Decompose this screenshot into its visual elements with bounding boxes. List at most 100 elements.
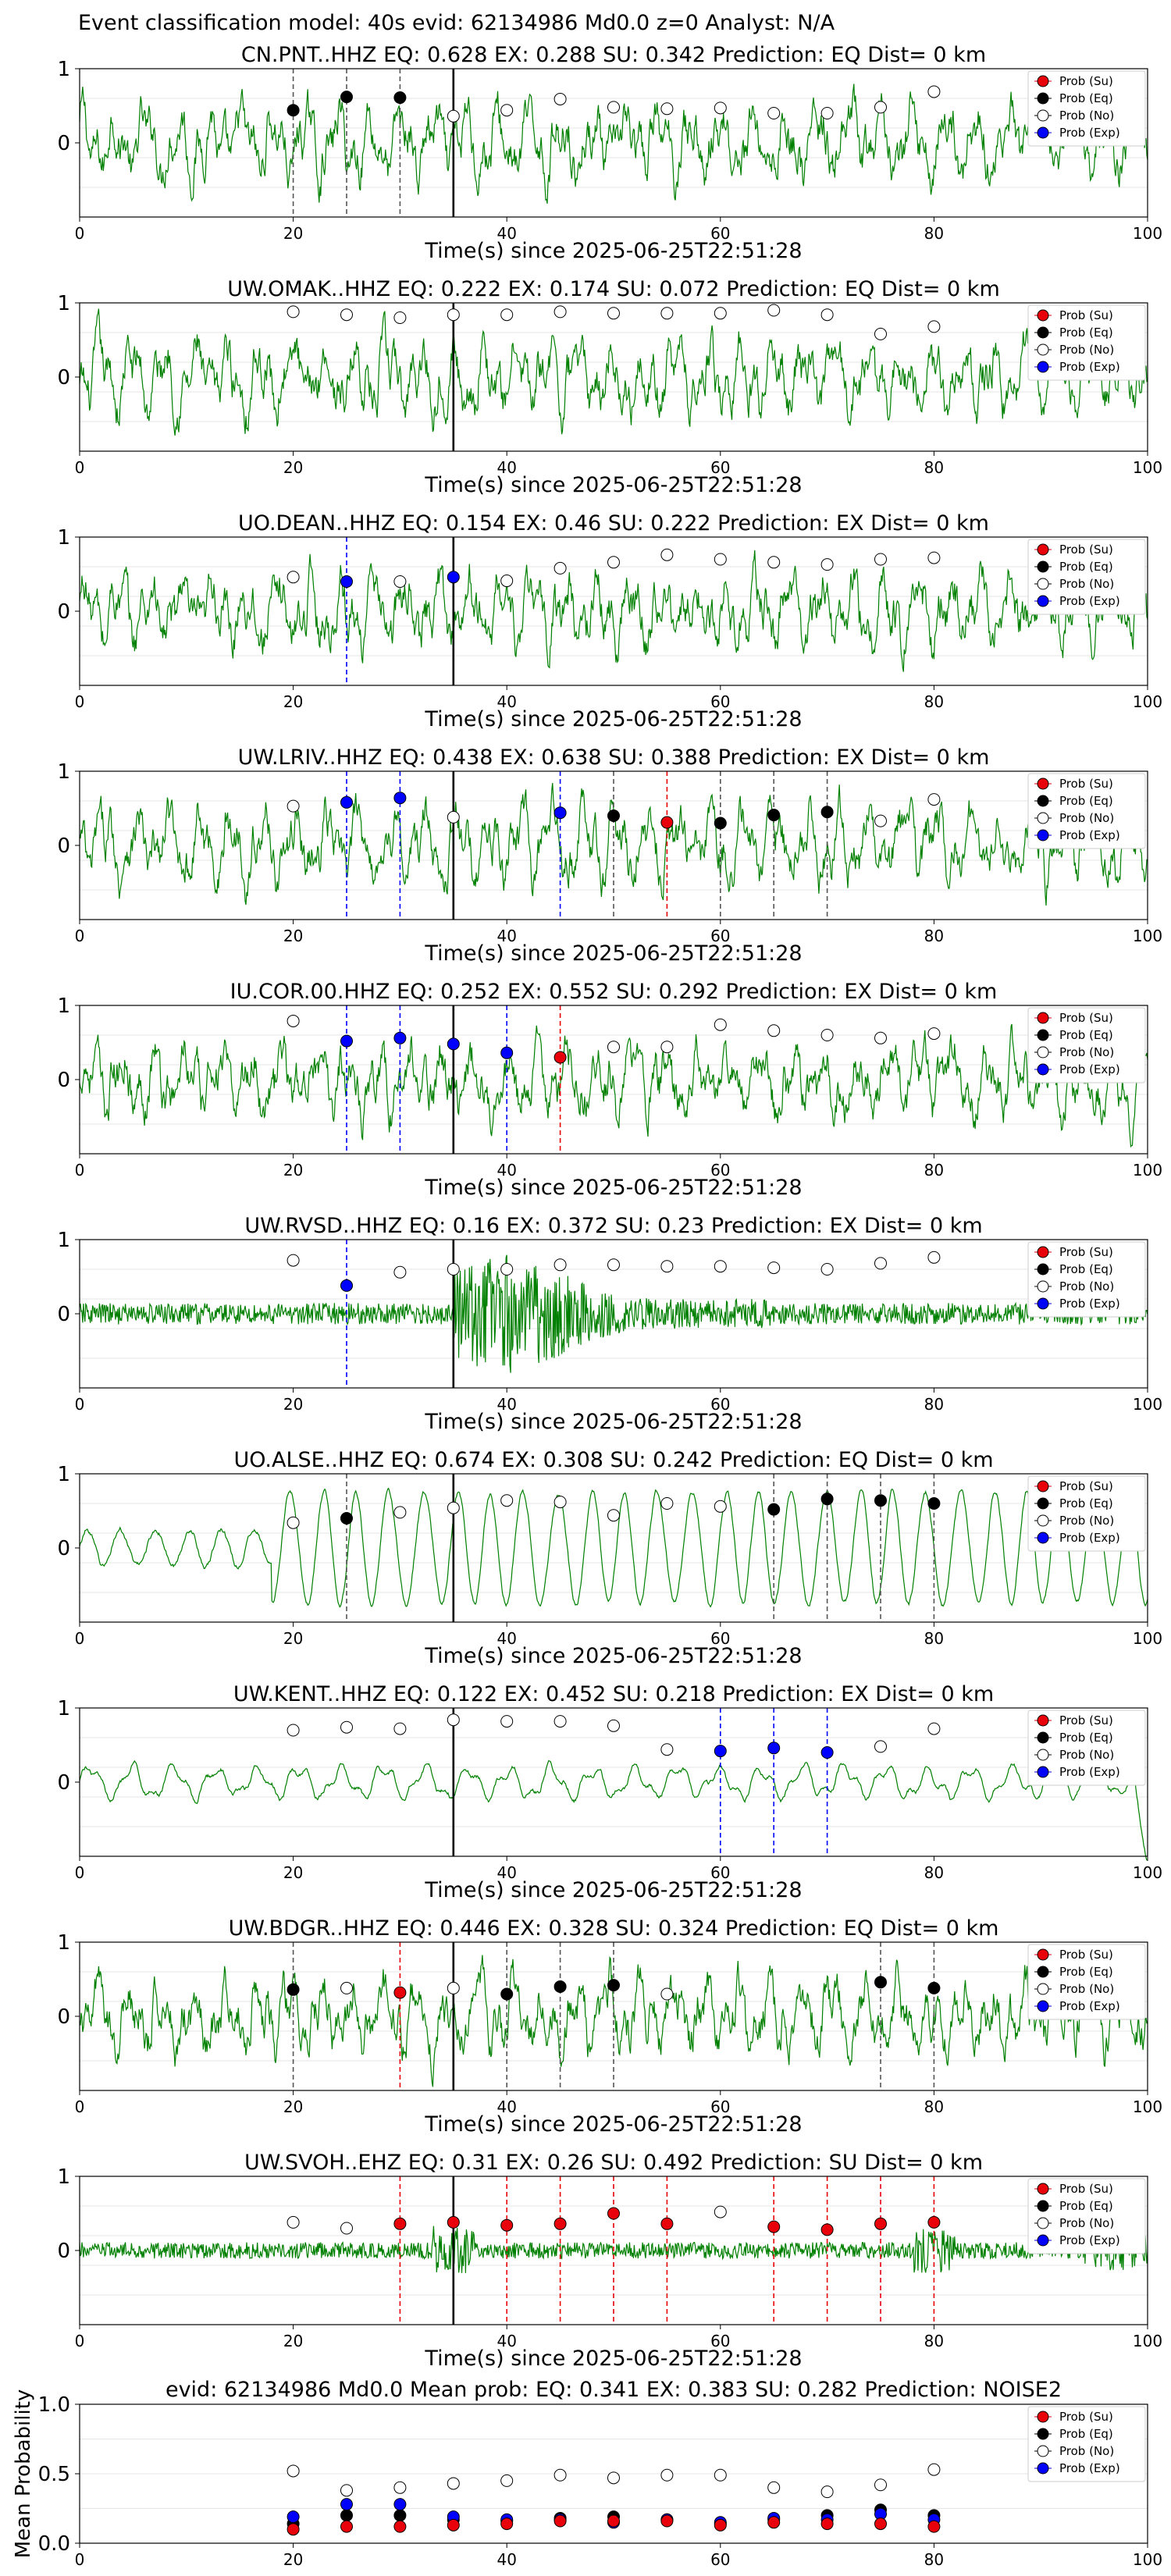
legend-label: Prob (No) [1059, 109, 1114, 123]
prob-point-no [447, 1981, 460, 1994]
legend-marker [1037, 777, 1049, 790]
prob-point-no [874, 327, 887, 340]
legend: Prob (Su) Prob (Eq) Prob (No) Prob (Exp) [1027, 773, 1146, 849]
legend-label: Prob (Su) [1059, 308, 1113, 322]
mean-point-no [553, 2468, 567, 2482]
y-tick-label: 1.0 [38, 2393, 70, 2417]
mean-point-su [820, 2517, 834, 2531]
legend-box [1027, 2178, 1146, 2254]
legend-box [1027, 773, 1146, 849]
x-tick-label: 60 [710, 458, 730, 477]
prob-point-no [287, 1254, 300, 1267]
prob-point-su [607, 2207, 620, 2220]
prob-point-no [500, 308, 514, 322]
x-tick-label: 40 [497, 1161, 516, 1179]
legend-box [1027, 1007, 1146, 1083]
prob-point-exp [553, 806, 567, 820]
x-tick-label: 40 [497, 2332, 516, 2350]
legend-label: Prob (Eq) [1059, 91, 1113, 105]
prob-point-no [553, 92, 567, 105]
x-tick-label: 60 [710, 2332, 730, 2350]
prob-point-no [393, 1506, 407, 1519]
prob-point-no [767, 107, 781, 119]
x-tick-label: 80 [924, 1629, 944, 1648]
prob-point-eq [287, 1983, 300, 1996]
prob-point-no [660, 1497, 674, 1510]
prob-point-no [553, 305, 567, 318]
x-tick-label: 40 [497, 458, 516, 477]
station-panel-8: UW.BDGR..HHZ EQ: 0.446 EX: 0.328 SU: 0.3… [57, 1916, 1162, 2137]
legend-label: Prob (Su) [1059, 1713, 1113, 1727]
mean-point-su [767, 2516, 781, 2529]
x-tick-label: 0 [75, 2550, 85, 2569]
mean-point-su [714, 2518, 727, 2532]
x-tick-label: 20 [283, 458, 303, 477]
mean-point-no [500, 2474, 514, 2487]
legend-marker [1037, 1497, 1049, 1510]
y-tick-label: 1 [57, 994, 70, 1018]
prob-point-no [874, 101, 887, 114]
panel-title: UW.KENT..HHZ EQ: 0.122 EX: 0.452 SU: 0.2… [233, 1682, 994, 1706]
prob-point-no [714, 101, 727, 115]
x-axis-label: Time(s) since 2025-06-25T22:51:28 [424, 707, 802, 731]
x-tick-label: 20 [283, 1161, 303, 1179]
prob-point-no [767, 1024, 781, 1037]
station-panel-3: UW.LRIV..HHZ EQ: 0.438 EX: 0.638 SU: 0.3… [57, 745, 1162, 966]
panel-title: UO.ALSE..HHZ EQ: 0.674 EX: 0.308 SU: 0.2… [233, 1448, 993, 1472]
x-tick-label: 100 [1133, 2332, 1162, 2350]
legend-label: Prob (No) [1059, 2444, 1114, 2458]
prob-point-no [287, 1724, 300, 1737]
prob-point-no [714, 553, 727, 566]
panel-title: UW.BDGR..HHZ EQ: 0.446 EX: 0.328 SU: 0.3… [229, 1916, 999, 1941]
prob-point-no [340, 1720, 353, 1734]
mean-point-su [874, 2517, 887, 2531]
legend-label: Prob (Exp) [1059, 828, 1120, 842]
x-tick-label: 60 [710, 1629, 730, 1648]
prob-point-exp [714, 1745, 727, 1758]
legend-marker [1037, 1714, 1049, 1727]
prob-point-su [660, 816, 674, 829]
legend-marker [1037, 109, 1049, 122]
prob-point-no [340, 308, 353, 322]
prob-point-no [660, 548, 674, 561]
x-tick-label: 60 [710, 2097, 730, 2116]
x-tick-label: 60 [710, 2550, 730, 2569]
y-tick-label: 0 [57, 132, 70, 155]
prob-point-eq [607, 1979, 620, 1992]
prob-point-no [714, 1260, 727, 1273]
y-tick-label: 0.0 [38, 2532, 70, 2556]
legend-marker [1037, 795, 1049, 807]
mean-point-su [447, 2518, 460, 2532]
legend-label: Prob (Eq) [1059, 326, 1113, 340]
legend-marker [1037, 326, 1049, 339]
prob-point-no [553, 1258, 567, 1272]
x-tick-label: 20 [283, 1395, 303, 1414]
mean-point-no [607, 2471, 620, 2485]
legend-marker [1037, 1280, 1049, 1293]
prob-point-no [287, 571, 300, 584]
prob-point-su [553, 1051, 567, 1064]
prob-point-su [767, 2220, 781, 2233]
panel-title: IU.COR.00.HHZ EQ: 0.252 EX: 0.552 SU: 0.… [230, 980, 998, 1004]
legend: Prob (Su) Prob (Eq) Prob (No) Prob (Exp) [1027, 1944, 1146, 2020]
prob-point-eq [340, 1512, 353, 1525]
legend: Prob (Su) Prob (Eq) Prob (No) Prob (Exp) [1027, 1007, 1146, 1083]
prob-point-no [874, 814, 887, 827]
x-tick-label: 40 [497, 692, 516, 711]
legend-label: Prob (Su) [1059, 2182, 1113, 2196]
station-panel-9: UW.SVOH..EHZ EQ: 0.31 EX: 0.26 SU: 0.492… [57, 2151, 1162, 2371]
panel-title: UW.RVSD..HHZ EQ: 0.16 EX: 0.372 SU: 0.23… [244, 1214, 982, 1238]
station-panel-0: CN.PNT..HHZ EQ: 0.628 EX: 0.288 SU: 0.34… [57, 43, 1162, 263]
y-tick-label: 1 [57, 58, 70, 81]
prob-point-eq [553, 1980, 567, 1993]
legend-label: Prob (Exp) [1059, 1062, 1120, 1076]
y-tick-label: 0 [57, 1303, 70, 1326]
prob-point-su [820, 2223, 834, 2236]
legend-marker [1037, 595, 1049, 607]
legend-marker [1037, 1749, 1049, 1761]
legend-marker [1037, 1731, 1049, 1744]
legend: Prob (Su) Prob (Eq) Prob (No) Prob (Exp) [1027, 2406, 1146, 2482]
x-tick-label: 100 [1133, 1161, 1162, 1179]
legend-marker [1037, 309, 1049, 322]
legend: Prob (Su) Prob (Eq) Prob (No) Prob (Exp) [1027, 1241, 1146, 1318]
